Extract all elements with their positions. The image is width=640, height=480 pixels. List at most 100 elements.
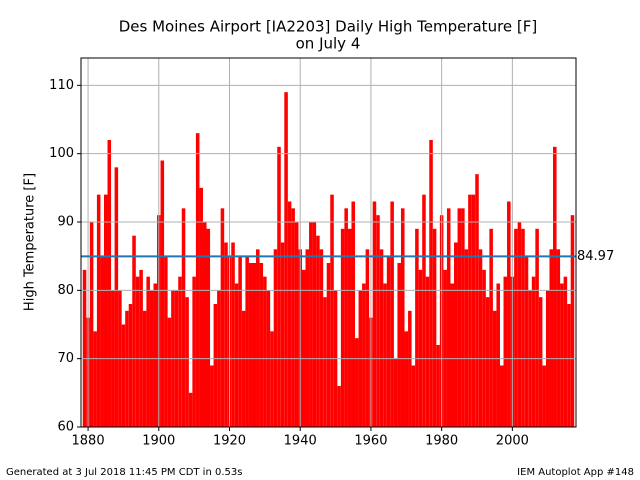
y-tick-label: 90 <box>57 215 74 230</box>
bar <box>563 276 568 427</box>
bar <box>206 228 211 427</box>
bar <box>312 222 317 427</box>
bar <box>429 140 433 427</box>
bar <box>397 263 401 427</box>
bar <box>567 304 571 427</box>
footer-left: Generated at 3 Jul 2018 11:45 PM CDT in … <box>6 467 242 478</box>
bar <box>461 208 465 427</box>
y-tick-label: 70 <box>57 351 74 366</box>
bar <box>408 310 412 427</box>
bar <box>418 269 423 427</box>
bar <box>535 228 539 427</box>
bar <box>337 386 341 427</box>
bar <box>464 249 469 427</box>
bar <box>376 215 380 427</box>
bar <box>443 269 447 427</box>
bar <box>323 297 327 427</box>
bar <box>326 263 331 427</box>
bar <box>185 297 189 427</box>
bar <box>432 228 437 427</box>
bar <box>386 256 391 427</box>
plot-frame <box>80 57 577 428</box>
bar <box>114 167 119 428</box>
bar <box>411 365 416 427</box>
bar <box>347 228 352 427</box>
bar <box>492 310 497 427</box>
bar <box>393 358 398 427</box>
bar <box>135 276 140 427</box>
bar <box>93 331 97 427</box>
bar <box>178 276 182 427</box>
bar <box>471 194 476 427</box>
bar <box>468 194 472 427</box>
bar <box>160 160 165 427</box>
bar <box>340 228 345 427</box>
bar <box>503 276 508 427</box>
bar <box>305 249 310 427</box>
bar <box>309 222 313 427</box>
bar <box>446 208 451 427</box>
y-tick-label: 100 <box>49 146 74 161</box>
bar <box>379 249 384 427</box>
bar <box>146 276 150 427</box>
bar <box>256 249 260 427</box>
bar <box>280 242 285 427</box>
y-tick-label: 60 <box>57 420 74 435</box>
x-tick-label: 1940 <box>284 434 317 449</box>
bar <box>270 331 274 427</box>
bar <box>103 194 108 427</box>
bar <box>454 242 458 427</box>
bar <box>422 194 426 427</box>
bar <box>507 201 511 427</box>
bar <box>400 208 405 427</box>
bar <box>167 317 172 427</box>
bar <box>89 222 94 427</box>
bar <box>365 249 370 427</box>
x-tick-label: 1960 <box>354 434 387 449</box>
bar <box>372 201 377 427</box>
bar <box>524 256 529 427</box>
x-tick-label: 1880 <box>72 434 105 449</box>
bar <box>287 201 292 427</box>
bar <box>238 256 242 427</box>
bar <box>82 269 87 427</box>
bar <box>181 208 186 427</box>
x-tick-label: 2000 <box>496 434 529 449</box>
bar <box>96 194 101 427</box>
bar <box>425 276 430 427</box>
bar <box>390 201 394 427</box>
bar <box>294 222 299 427</box>
bar <box>153 283 158 427</box>
bar <box>277 146 281 428</box>
bar <box>496 283 500 427</box>
bar <box>301 269 306 427</box>
bar <box>542 365 546 427</box>
bar <box>478 249 483 427</box>
bar <box>164 256 168 427</box>
bar <box>284 92 288 428</box>
x-tick-label: 1920 <box>213 434 246 449</box>
bar <box>213 304 218 427</box>
bar <box>224 242 228 427</box>
bar <box>553 146 557 428</box>
bar <box>344 208 348 427</box>
bar <box>489 228 493 427</box>
bar <box>362 283 366 427</box>
bar <box>125 310 129 427</box>
bar <box>521 228 525 427</box>
bar <box>319 249 324 427</box>
bar <box>383 283 387 427</box>
bar <box>404 331 409 427</box>
bar <box>556 249 561 427</box>
bar <box>457 208 462 427</box>
bar <box>355 338 359 427</box>
bar <box>192 276 196 427</box>
y-tick-label: 110 <box>49 78 74 93</box>
bar <box>330 194 334 427</box>
bar <box>273 249 278 427</box>
y-tick-label: 80 <box>57 283 74 298</box>
bar <box>202 222 207 427</box>
bar <box>139 269 143 427</box>
bar <box>538 297 543 427</box>
